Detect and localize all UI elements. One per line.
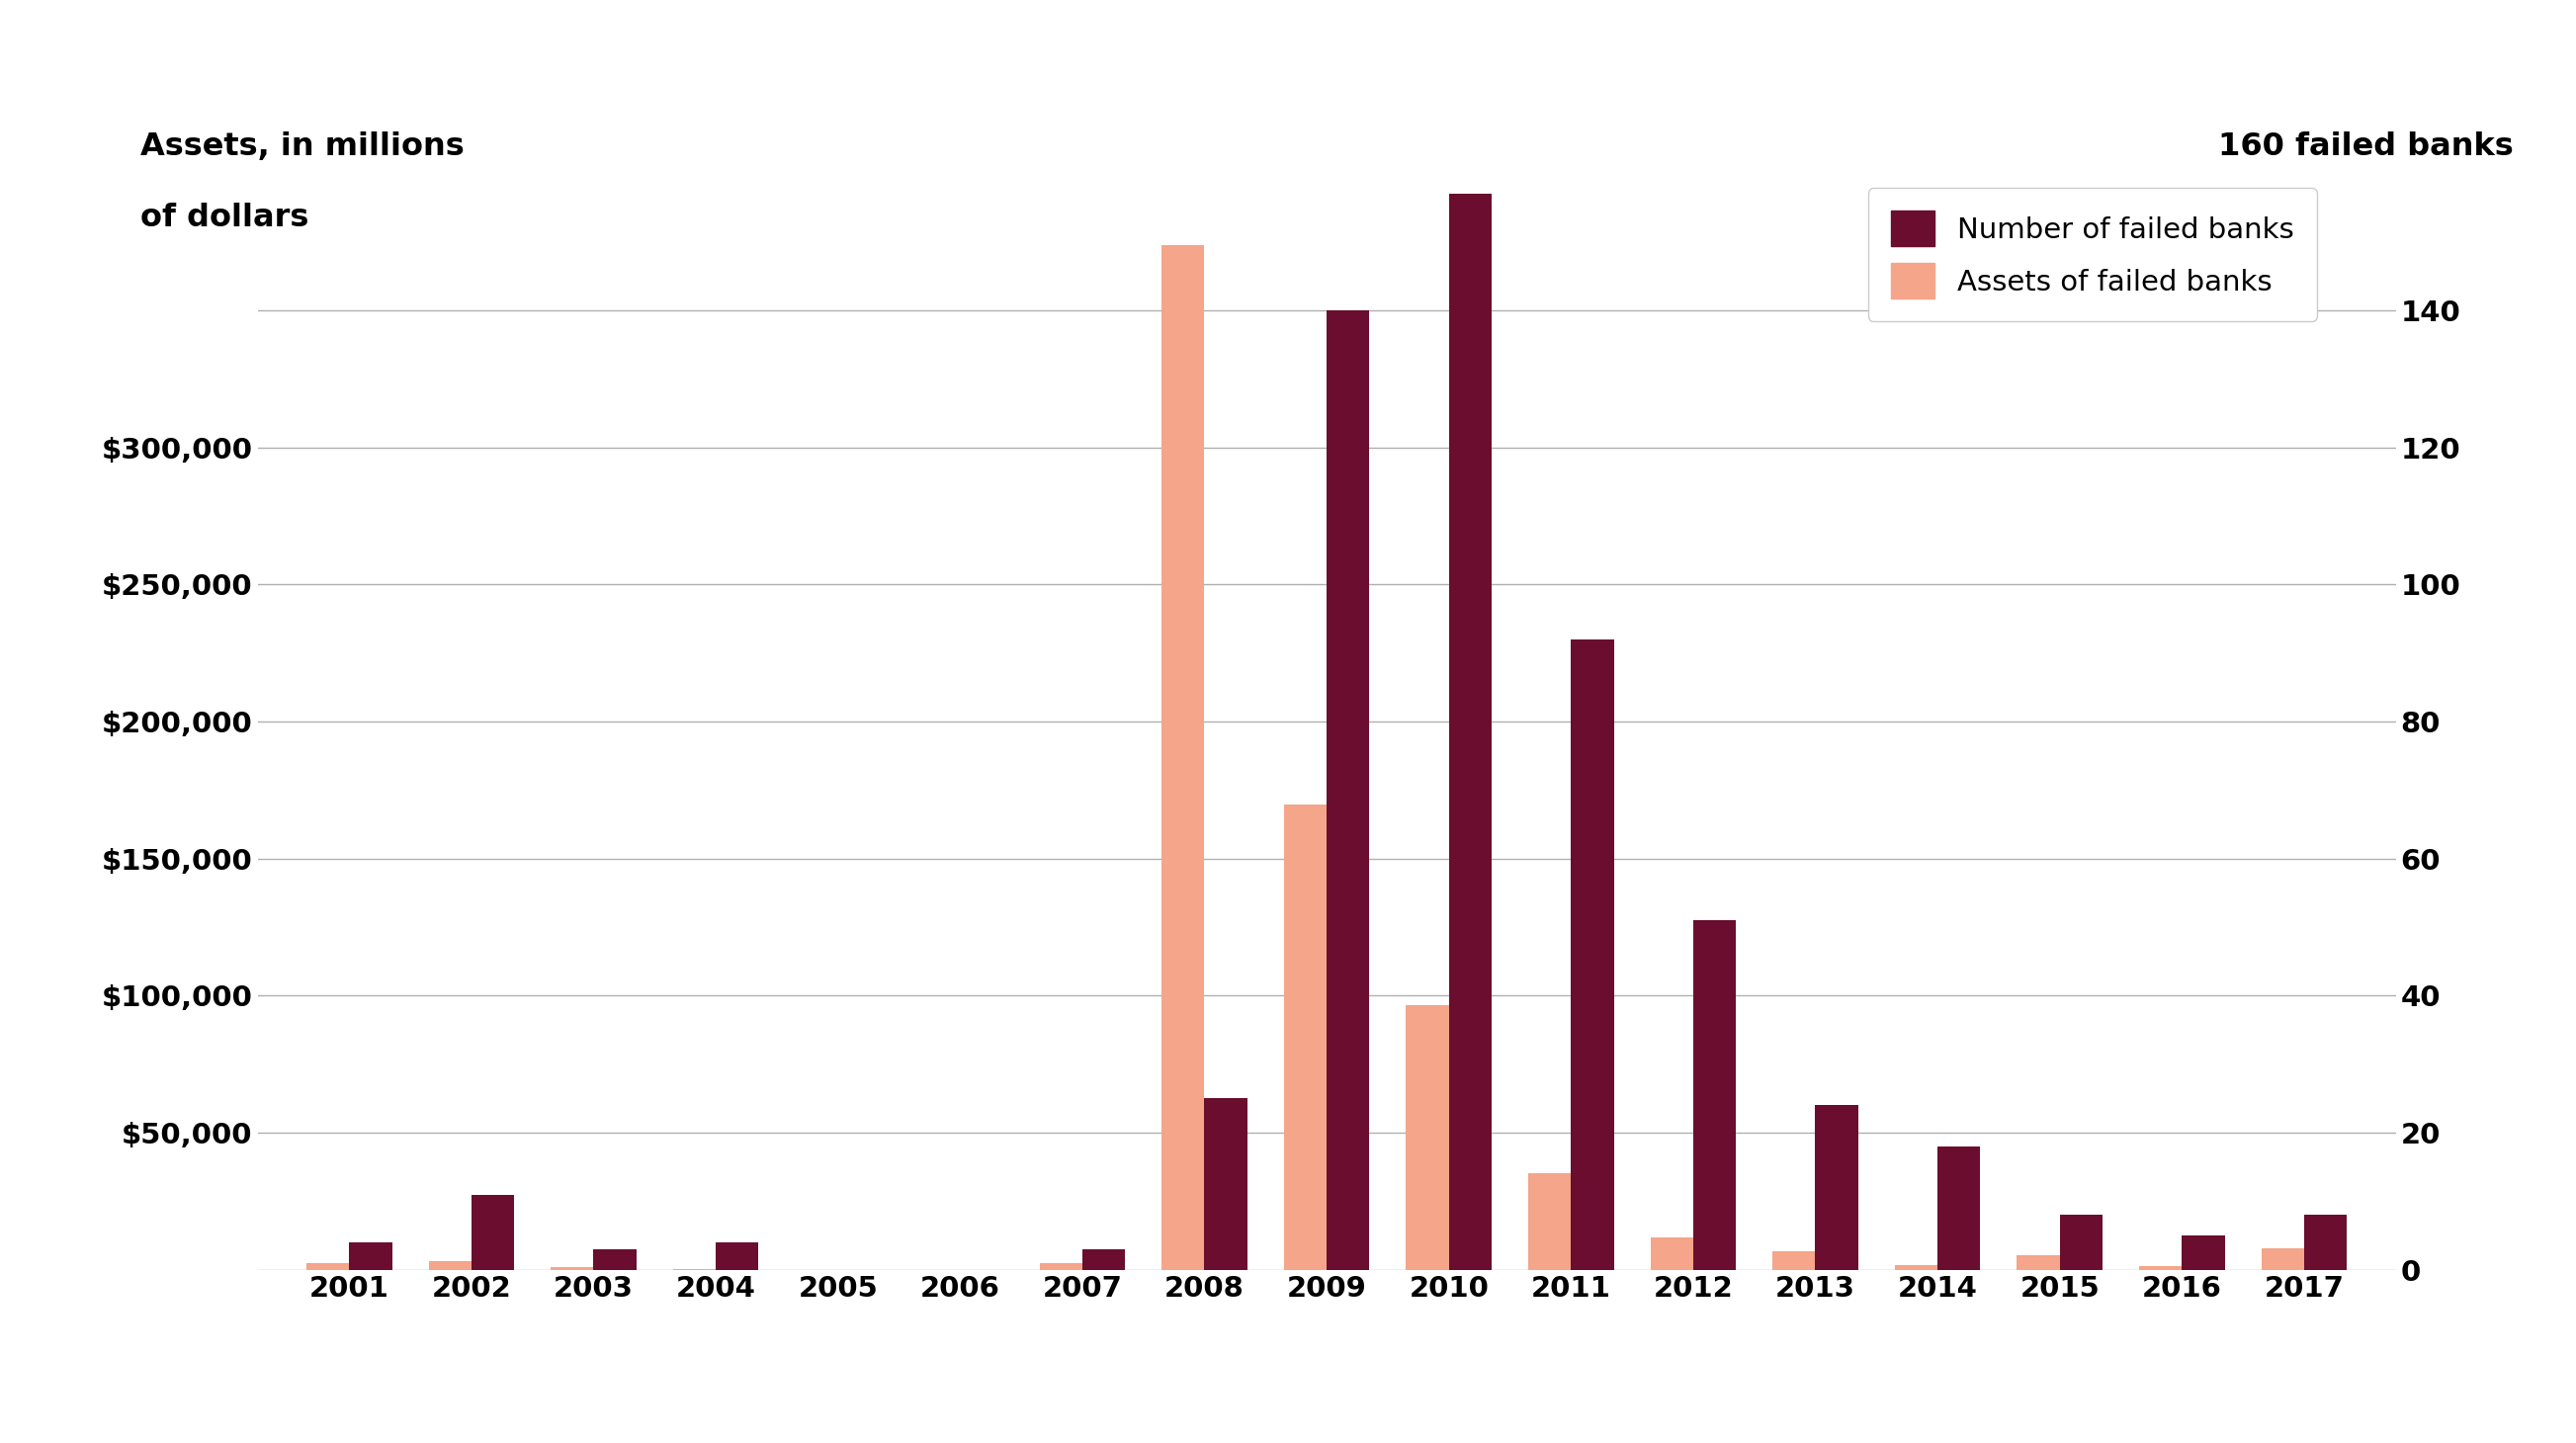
Bar bbox=[1162, 245, 1206, 1270]
Bar bbox=[1896, 1266, 1937, 1270]
Text: of dollars: of dollars bbox=[139, 203, 309, 234]
Bar bbox=[307, 1263, 350, 1270]
Bar bbox=[592, 1250, 636, 1270]
Bar bbox=[716, 1242, 757, 1270]
Bar bbox=[428, 1261, 471, 1270]
Bar bbox=[1772, 1251, 1816, 1270]
Text: 160 failed banks: 160 failed banks bbox=[2218, 131, 2514, 162]
Bar bbox=[1937, 1146, 1981, 1270]
Bar bbox=[350, 1242, 392, 1270]
Bar bbox=[1692, 921, 1736, 1270]
Bar bbox=[1283, 805, 1327, 1270]
Bar bbox=[1651, 1237, 1692, 1270]
Bar bbox=[1816, 1105, 1857, 1270]
Bar bbox=[2262, 1248, 2303, 1270]
Bar bbox=[1448, 193, 1492, 1270]
Bar bbox=[1206, 1098, 1247, 1270]
Bar bbox=[551, 1267, 592, 1270]
Legend: Number of failed banks, Assets of failed banks: Number of failed banks, Assets of failed… bbox=[1868, 188, 2318, 322]
Text: Assets, in millions: Assets, in millions bbox=[139, 131, 464, 162]
Bar bbox=[2061, 1215, 2102, 1270]
Bar bbox=[1327, 310, 1370, 1270]
Bar bbox=[2138, 1267, 2182, 1270]
Bar bbox=[1041, 1263, 1082, 1270]
Bar bbox=[1082, 1250, 1126, 1270]
Bar bbox=[1406, 1006, 1448, 1270]
Bar bbox=[2017, 1255, 2061, 1270]
Bar bbox=[471, 1195, 515, 1270]
Bar bbox=[2182, 1235, 2226, 1270]
Bar bbox=[2303, 1215, 2347, 1270]
Bar bbox=[1571, 639, 1613, 1270]
Bar bbox=[1528, 1173, 1571, 1270]
